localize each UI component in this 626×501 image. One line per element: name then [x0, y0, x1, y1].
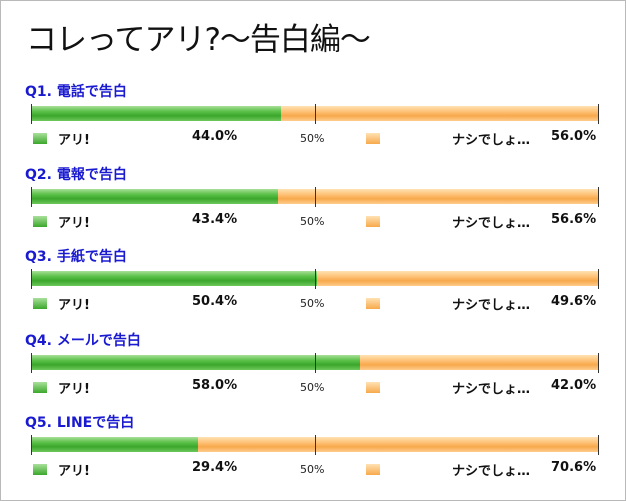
bar-track [31, 269, 599, 289]
question-block: Q4. メールで告白アリ! 58.0% 50% ナシでしょ… 42.0% [0, 330, 626, 412]
question-title: Q1. 電話で告白 [25, 84, 127, 100]
legend-label-no: ナシでしょ… [452, 464, 531, 479]
legend-swatch-yes [33, 298, 47, 309]
midpoint-line [315, 104, 316, 124]
legend-swatch-no [366, 216, 380, 227]
bar-yes [32, 355, 360, 370]
percent-yes: 43.4% [192, 212, 238, 227]
question-title: Q2. 電報で告白 [25, 167, 127, 183]
legend-swatch-yes [33, 133, 47, 144]
percent-yes: 29.4% [192, 460, 238, 475]
midpoint-label: 50% [300, 463, 325, 476]
bar-yes [32, 437, 198, 452]
question-block: Q3. 手紙で告白 アリ! 50.4% 50% ナシでしょ… 49.6% [0, 246, 626, 328]
legend-label-no: ナシでしょ… [452, 298, 531, 313]
midpoint-line [315, 353, 316, 373]
bar-yes [32, 189, 278, 204]
legend-swatch-no [366, 298, 380, 309]
percent-yes: 50.4% [192, 294, 238, 309]
bar-no [281, 106, 598, 121]
question-title: Q5. LINEで告白 [25, 415, 135, 431]
midpoint-line [315, 187, 316, 207]
midpoint-line [315, 269, 316, 289]
midpoint-label: 50% [300, 297, 325, 310]
legend-label-no: ナシでしょ… [452, 216, 531, 231]
bar-track [31, 104, 599, 124]
percent-yes: 58.0% [192, 378, 238, 393]
bar-yes [32, 271, 317, 286]
legend-swatch-no [366, 464, 380, 475]
percent-no: 70.6% [551, 460, 597, 475]
percent-no: 42.0% [551, 378, 597, 393]
legend-label-yes: アリ! [58, 298, 90, 313]
bar-no [198, 437, 598, 452]
question-block: Q5. LINEで告白アリ! 29.4% 50% ナシでしょ… 70.6% [0, 412, 626, 494]
legend-swatch-no [366, 133, 380, 144]
percent-no: 56.0% [551, 129, 597, 144]
page-title: コレってアリ?～告白編～ [26, 22, 371, 58]
midpoint-line [315, 435, 316, 455]
bar-no [360, 355, 598, 370]
legend-label-yes: アリ! [58, 382, 90, 397]
legend-swatch-yes [33, 464, 47, 475]
legend-label-yes: アリ! [58, 133, 90, 148]
midpoint-label: 50% [300, 381, 325, 394]
bar-track [31, 435, 599, 455]
legend-label-no: ナシでしょ… [452, 382, 531, 397]
percent-no: 56.6% [551, 212, 597, 227]
legend-swatch-yes [33, 216, 47, 227]
bar-track [31, 353, 599, 373]
midpoint-label: 50% [300, 132, 325, 145]
bar-yes [32, 106, 281, 121]
question-block: Q1. 電話で告白 アリ! 44.0% 50% ナシでしょ… 56.0% [0, 81, 626, 163]
percent-yes: 44.0% [192, 129, 238, 144]
legend-label-yes: アリ! [58, 464, 90, 479]
legend-label-no: ナシでしょ… [452, 133, 531, 148]
question-block: Q2. 電報で告白 アリ! 43.4% 50% ナシでしょ… 56.6% [0, 164, 626, 246]
legend-label-yes: アリ! [58, 216, 90, 231]
midpoint-label: 50% [300, 215, 325, 228]
bar-no [278, 189, 598, 204]
legend-swatch-no [366, 382, 380, 393]
bar-track [31, 187, 599, 207]
percent-no: 49.6% [551, 294, 597, 309]
legend-swatch-yes [33, 382, 47, 393]
bar-no [317, 271, 598, 286]
question-title: Q4. メールで告白 [25, 333, 141, 349]
question-title: Q3. 手紙で告白 [25, 249, 127, 265]
